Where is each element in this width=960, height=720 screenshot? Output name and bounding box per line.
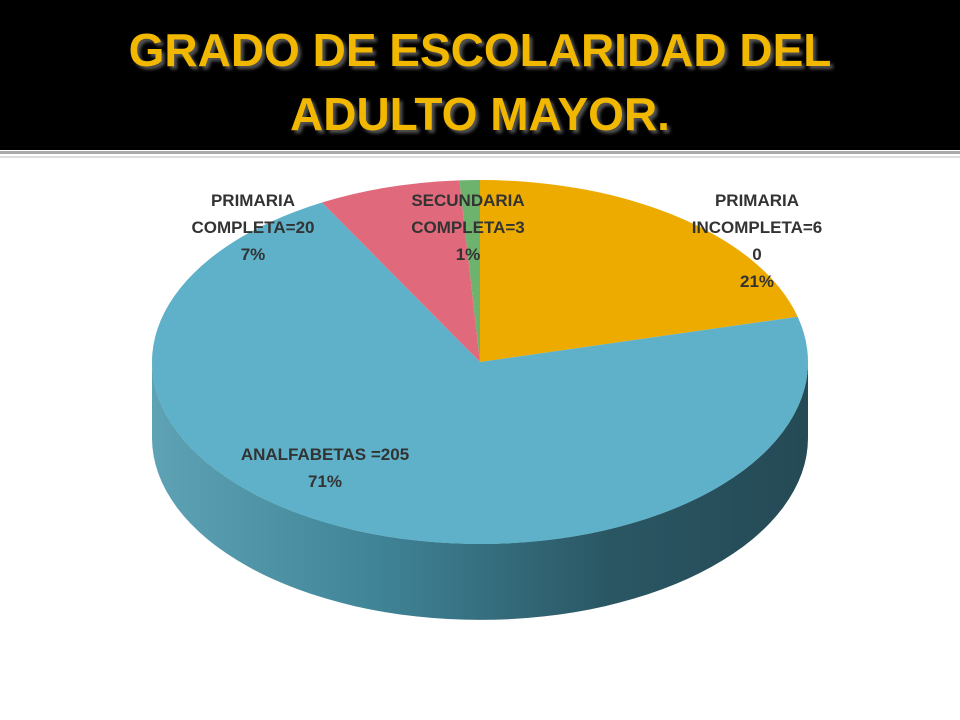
pie-slice: [151, 202, 808, 544]
data-label: PRIMARIA COMPLETA=20 7%: [160, 187, 346, 268]
divider: [0, 151, 960, 154]
pie-side: [152, 362, 808, 620]
category-label: SECUNDARIA COMPLETA=3: [411, 191, 525, 237]
value-label: 1%: [455, 245, 481, 264]
data-label: SECUNDARIA COMPLETA=3 1%: [380, 187, 556, 268]
category-label: PRIMARIA INCOMPLETA=60: [691, 191, 823, 264]
value-label: 7%: [240, 245, 266, 264]
data-label: PRIMARIA INCOMPLETA=60 21%: [690, 187, 824, 295]
header-band: [0, 0, 960, 150]
pie-slice: [459, 180, 480, 362]
data-label: ANALFABETAS =205 71%: [230, 441, 420, 495]
divider: [0, 156, 960, 158]
chart-title: GRADO DE ESCOLARIDAD DEL ADULTO MAYOR.: [128, 24, 832, 140]
pie-slice: [480, 180, 798, 362]
category-label: ANALFABETAS =205: [240, 445, 410, 464]
category-label: PRIMARIA COMPLETA=20: [191, 191, 315, 237]
pie-slice: [321, 180, 480, 362]
value-label: 21%: [739, 272, 775, 291]
value-label: 71%: [307, 472, 343, 491]
